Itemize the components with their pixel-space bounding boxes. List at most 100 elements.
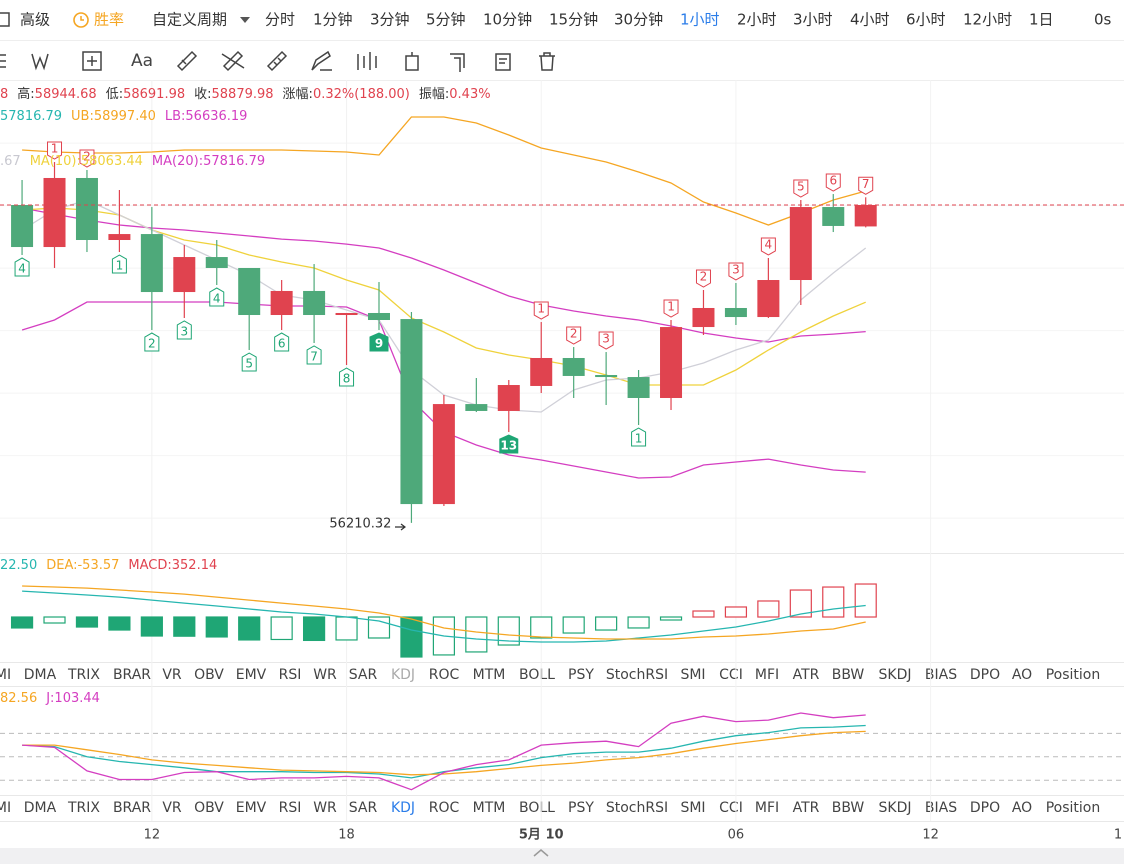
indicator-tab[interactable]: DMA [24, 800, 57, 816]
indicator-tab[interactable]: BOLL [519, 800, 555, 816]
period-tab[interactable]: 3小时 [793, 11, 833, 29]
indicator-tab[interactable]: BBW [832, 667, 865, 683]
tool-icon[interactable] [31, 53, 49, 71]
indicator-tab[interactable]: SMI [680, 667, 705, 683]
indicator-tab[interactable]: BRAR [113, 800, 151, 816]
period-tab[interactable]: 高级 [20, 11, 50, 29]
period-tab[interactable]: 15分钟 [549, 11, 598, 29]
indicator-tab[interactable]: MFI [755, 667, 779, 683]
indicator-tab[interactable]: SKDJ [879, 667, 912, 683]
indicator-tab[interactable]: EMV [236, 667, 267, 683]
period-tab[interactable]: 0s [1094, 11, 1112, 29]
tool-icon[interactable] [82, 51, 102, 71]
indicator-tab[interactable]: WR [313, 800, 337, 816]
indicator-tab[interactable]: MTM [473, 667, 506, 683]
indicator-tab[interactable]: ATR [793, 667, 820, 683]
indicator-tab[interactable]: BBW [832, 800, 865, 816]
tool-icon[interactable] [311, 50, 332, 71]
period-tab[interactable]: 分时 [265, 11, 295, 29]
period-tab[interactable]: 5分钟 [426, 11, 466, 29]
font-tool[interactable]: Aa [131, 51, 153, 71]
indicator-tab[interactable]: Position [1046, 800, 1101, 816]
td-marker-label: 2 [148, 337, 156, 351]
indicator-tab[interactable]: DPO [970, 800, 1000, 816]
period-tab[interactable]: 2小时 [737, 11, 777, 29]
indicator-tab[interactable]: ROC [429, 800, 460, 816]
indicator-tab[interactable]: ATR [793, 800, 820, 816]
legend-label: 高: [17, 86, 34, 102]
indicator-tab[interactable]: RSI [279, 667, 302, 683]
tool-icon[interactable] [450, 53, 465, 72]
period-tab[interactable]: 4小时 [850, 11, 890, 29]
indicator-tab[interactable]: KDJ [391, 667, 415, 683]
indicator-tab[interactable]: OBV [194, 800, 224, 816]
indicator-tab[interactable]: VR [162, 667, 182, 683]
period-tab[interactable]: 1日 [1029, 11, 1054, 29]
td-marker-label: 6 [278, 337, 286, 351]
tool-icon[interactable] [0, 54, 6, 68]
indicator-tab[interactable]: CCI [719, 667, 743, 683]
tool-icon[interactable] [221, 50, 245, 72]
indicator-tab[interactable]: SAR [349, 800, 378, 816]
period-tab[interactable]: 胜率 [94, 11, 124, 29]
advanced-icon[interactable] [0, 12, 10, 27]
indicator-tab[interactable]: Position [1046, 667, 1101, 683]
indicator-tab[interactable]: StochRSI [606, 667, 668, 683]
indicator-tab[interactable]: ROC [429, 667, 460, 683]
indicator-tab[interactable]: RSI [279, 800, 302, 816]
indicator-tab[interactable]: WR [313, 667, 337, 683]
period-tab[interactable]: 1小时 [680, 11, 720, 29]
tool-icon[interactable] [539, 52, 555, 71]
indicator-tab[interactable]: OBV [194, 667, 224, 683]
tool-icon[interactable] [495, 53, 511, 71]
indicator-tab[interactable]: TRIX [67, 667, 100, 683]
indicator-tab[interactable]: KDJ [391, 800, 415, 816]
dropdown-caret[interactable] [240, 17, 250, 23]
indicator-tab[interactable]: AO [1012, 800, 1032, 816]
indicator-tab[interactable]: AO [1012, 667, 1032, 683]
period-tab[interactable]: 3分钟 [370, 11, 410, 29]
winrate-icon[interactable] [73, 12, 89, 28]
indicator-tab[interactable]: PSY [568, 800, 594, 816]
legend-value: 82.56 [0, 691, 37, 706]
indicator-tab[interactable]: SAR [349, 667, 378, 683]
tool-icon[interactable] [176, 50, 198, 72]
tool-icon[interactable] [266, 50, 288, 72]
indicator-tab[interactable]: VR [162, 800, 182, 816]
indicator-tab[interactable]: DMA [24, 667, 57, 683]
indicator-tab[interactable]: MFI [755, 800, 779, 816]
indicator-tab[interactable]: BRAR [113, 667, 151, 683]
indicator-tab[interactable]: CCI [719, 800, 743, 816]
indicator-tab[interactable]: BIAS [925, 800, 957, 816]
legend-label: 收: [194, 87, 211, 102]
period-tab[interactable]: 自定义周期 [152, 11, 227, 29]
indicator-tab[interactable]: EMV [236, 800, 267, 816]
indicator-tab[interactable]: SMI [680, 800, 705, 816]
period-tab[interactable]: 1分钟 [313, 11, 353, 29]
indicator-tab[interactable]: MI [0, 667, 11, 683]
candle-body [303, 290, 326, 316]
tool-icon[interactable] [357, 52, 377, 70]
indicator-tab[interactable]: BOLL [519, 667, 555, 683]
tool-icon[interactable] [405, 52, 419, 71]
td-marker-label: 13 [500, 439, 517, 453]
candle-body [238, 267, 261, 316]
scrollbar[interactable] [0, 848, 1124, 864]
legend-value: MA(10):58063.44 [30, 154, 143, 169]
td-marker-label: 8 [343, 372, 351, 386]
candle-body [757, 280, 780, 318]
period-tab[interactable]: 12小时 [963, 11, 1012, 29]
indicator-tab[interactable]: MTM [473, 800, 506, 816]
indicator-tab[interactable]: TRIX [67, 800, 100, 816]
period-tab[interactable]: 6小时 [906, 11, 946, 29]
indicator-tab[interactable]: SKDJ [879, 800, 912, 816]
indicator-tab[interactable]: PSY [568, 667, 594, 683]
scroll-caret[interactable] [533, 849, 549, 857]
indicator-tab[interactable]: StochRSI [606, 800, 668, 816]
indicator-tab[interactable]: BIAS [925, 667, 957, 683]
indicator-tab[interactable]: DPO [970, 667, 1000, 683]
period-tab[interactable]: 10分钟 [483, 11, 532, 29]
period-tab[interactable]: 30分钟 [614, 11, 663, 29]
indicator-tab[interactable]: MI [0, 800, 11, 816]
